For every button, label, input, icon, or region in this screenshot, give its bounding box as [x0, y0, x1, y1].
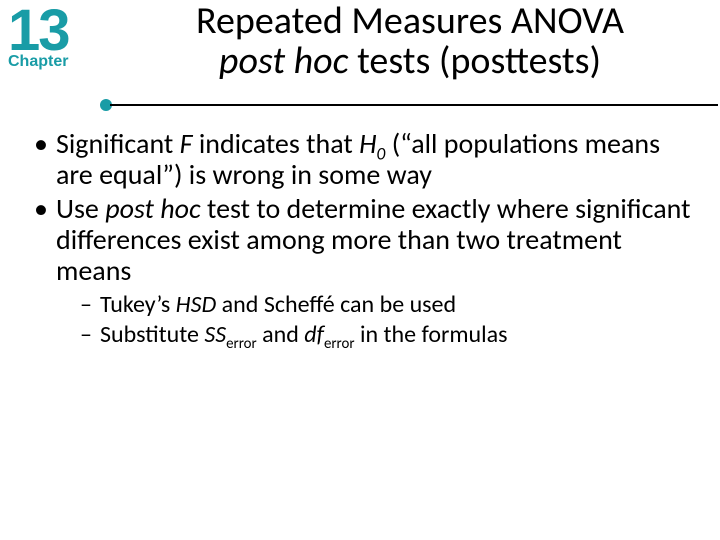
- text-segment: HSD: [176, 290, 217, 319]
- text-segment: SS: [204, 320, 226, 349]
- text-segment: df: [304, 320, 324, 349]
- bullet-item: Use post hoc test to determine exactly w…: [30, 193, 700, 350]
- divider-line: [110, 104, 718, 106]
- title-rest: tests (posttests): [349, 38, 602, 84]
- title-line-1: Repeated Measures ANOVA: [120, 2, 700, 42]
- title-block: Repeated Measures ANOVA post hoc tests (…: [120, 2, 700, 82]
- chapter-label: Chapter: [8, 53, 108, 71]
- slide: { "colors": { "teal": "#199ca6", "black"…: [0, 0, 720, 540]
- text-segment: Substitute: [100, 320, 204, 349]
- chapter-number: 13: [8, 6, 108, 55]
- text-segment: error: [226, 334, 257, 352]
- text-segment: indicates that: [192, 126, 359, 161]
- body: Significant F indicates that H0 (“all po…: [30, 128, 700, 351]
- chapter-badge: 13 Chapter: [8, 6, 108, 71]
- sub-bullet-list: Tukey’s HSD and Scheffé can be usedSubst…: [56, 291, 700, 350]
- text-segment: and: [257, 320, 305, 349]
- text-segment: Significant: [56, 126, 180, 161]
- text-segment: error: [324, 334, 355, 352]
- text-segment: Use: [56, 191, 105, 226]
- sub-bullet-item: Tukey’s HSD and Scheffé can be used: [78, 291, 700, 319]
- title-italic: post hoc: [219, 38, 349, 84]
- sub-bullet-item: Substitute SSerror and dferror in the fo…: [78, 321, 700, 349]
- bullet-list: Significant F indicates that H0 (“all po…: [30, 128, 700, 349]
- text-segment: post hoc: [105, 191, 200, 226]
- text-segment: in the formulas: [355, 320, 508, 349]
- divider: [100, 98, 718, 112]
- bullet-item: Significant F indicates that H0 (“all po…: [30, 128, 700, 191]
- text-segment: Tukey’s: [100, 290, 176, 319]
- text-segment: F: [180, 126, 193, 161]
- text-segment: and Scheffé can be used: [216, 290, 456, 319]
- text-segment: H: [359, 126, 376, 161]
- title-line-2: post hoc tests (posttests): [120, 42, 700, 82]
